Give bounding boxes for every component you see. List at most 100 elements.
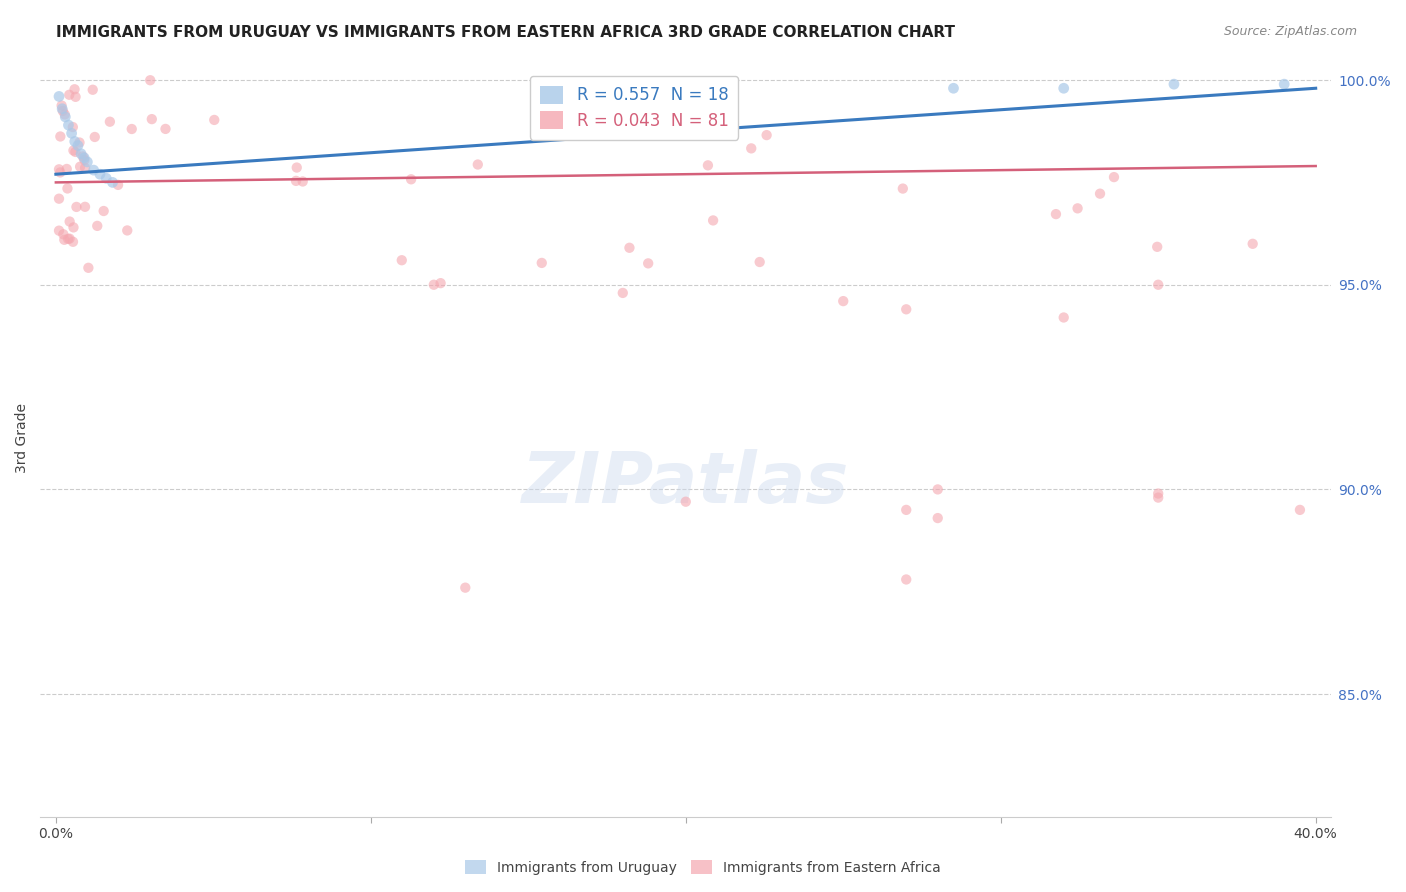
Point xyxy=(65,90,87,104)
Point xyxy=(72,149,94,163)
Point xyxy=(1147,491,1170,505)
Point xyxy=(60,126,83,140)
Point xyxy=(52,227,75,242)
Point xyxy=(1066,202,1088,216)
Point xyxy=(75,161,97,175)
Point xyxy=(1146,240,1168,254)
Point xyxy=(69,136,91,150)
Point xyxy=(49,165,72,179)
Point xyxy=(285,174,308,188)
Point xyxy=(612,285,634,300)
Point xyxy=(702,213,724,227)
Point xyxy=(896,302,918,317)
Point xyxy=(48,162,70,177)
Point xyxy=(77,260,100,275)
Point xyxy=(48,192,70,206)
Point xyxy=(1088,186,1111,201)
Point xyxy=(73,153,96,167)
Point xyxy=(530,256,553,270)
Point xyxy=(285,161,308,175)
Point xyxy=(423,277,446,292)
Text: ZIPatlas: ZIPatlas xyxy=(522,450,849,518)
Point xyxy=(70,146,93,161)
Point xyxy=(83,130,105,145)
Point xyxy=(76,155,98,169)
Point xyxy=(896,503,918,517)
Point xyxy=(1147,486,1170,500)
Point xyxy=(58,232,80,246)
Point xyxy=(62,220,84,235)
Point xyxy=(63,82,86,96)
Point xyxy=(748,255,770,269)
Point xyxy=(51,98,73,112)
Point xyxy=(454,581,477,595)
Point xyxy=(942,81,965,95)
Point xyxy=(65,200,87,214)
Point xyxy=(399,172,422,186)
Point xyxy=(58,118,80,132)
Point xyxy=(391,253,413,268)
Point xyxy=(832,294,855,309)
Legend: Immigrants from Uruguay, Immigrants from Eastern Africa: Immigrants from Uruguay, Immigrants from… xyxy=(460,855,946,880)
Point xyxy=(56,232,79,246)
Point xyxy=(1045,207,1067,221)
Point xyxy=(73,151,96,165)
Point xyxy=(467,157,489,171)
Point xyxy=(1053,310,1076,325)
Point xyxy=(740,141,762,155)
Point xyxy=(62,144,84,158)
Point xyxy=(139,73,162,87)
Point xyxy=(755,128,778,142)
Point xyxy=(49,129,72,144)
Text: IMMIGRANTS FROM URUGUAY VS IMMIGRANTS FROM EASTERN AFRICA 3RD GRADE CORRELATION : IMMIGRANTS FROM URUGUAY VS IMMIGRANTS FR… xyxy=(56,25,955,40)
Point xyxy=(66,138,89,153)
Point xyxy=(93,204,115,219)
Point xyxy=(927,511,949,525)
Point xyxy=(98,114,121,128)
Point xyxy=(1241,236,1264,251)
Legend: R = 0.557  N = 18, R = 0.043  N = 81: R = 0.557 N = 18, R = 0.043 N = 81 xyxy=(530,76,738,139)
Point xyxy=(59,214,82,228)
Point xyxy=(141,112,163,127)
Point xyxy=(53,233,76,247)
Point xyxy=(429,276,451,290)
Point xyxy=(1147,277,1170,292)
Point xyxy=(48,224,70,238)
Point xyxy=(619,241,641,255)
Point xyxy=(55,161,77,176)
Point xyxy=(96,171,118,186)
Point xyxy=(51,102,73,116)
Point xyxy=(58,87,80,102)
Point xyxy=(82,83,104,97)
Point xyxy=(675,494,697,508)
Point xyxy=(83,163,105,178)
Point xyxy=(155,122,177,136)
Point xyxy=(107,178,129,192)
Point xyxy=(927,483,949,497)
Point xyxy=(202,112,225,127)
Point xyxy=(121,122,143,136)
Point xyxy=(65,145,87,159)
Point xyxy=(53,110,76,124)
Point xyxy=(69,160,91,174)
Point xyxy=(696,158,718,172)
Y-axis label: 3rd Grade: 3rd Grade xyxy=(15,403,30,474)
Point xyxy=(86,219,108,233)
Point xyxy=(891,181,914,195)
Point xyxy=(1272,77,1295,91)
Point xyxy=(1053,81,1076,95)
Point xyxy=(62,120,84,134)
Point xyxy=(48,89,70,103)
Point xyxy=(53,107,76,121)
Point xyxy=(1102,170,1125,185)
Point xyxy=(117,223,139,237)
Text: Source: ZipAtlas.com: Source: ZipAtlas.com xyxy=(1223,25,1357,38)
Point xyxy=(531,103,554,117)
Point xyxy=(896,573,918,587)
Point xyxy=(52,103,75,118)
Point xyxy=(89,167,111,181)
Point xyxy=(101,175,124,189)
Point xyxy=(1289,503,1312,517)
Point xyxy=(637,256,659,270)
Point xyxy=(63,135,86,149)
